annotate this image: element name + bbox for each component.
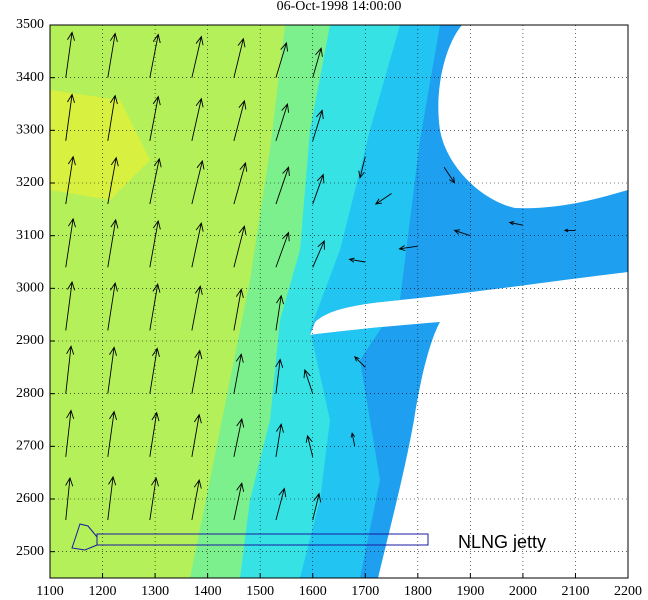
vector — [312, 173, 325, 205]
vector — [191, 285, 203, 331]
vector — [149, 411, 160, 457]
vector — [303, 368, 314, 394]
vector — [508, 221, 523, 226]
y-tick-label: 2900 — [16, 333, 44, 348]
vector — [65, 345, 75, 394]
y-tick-label: 3500 — [16, 17, 44, 32]
vector — [233, 288, 244, 331]
x-tick-label: 1100 — [36, 584, 63, 599]
y-tick-label: 2700 — [16, 439, 44, 454]
vector — [398, 245, 418, 251]
vector — [65, 217, 76, 268]
vector — [65, 31, 75, 78]
x-tick-label: 1200 — [89, 584, 117, 599]
vector — [233, 482, 245, 521]
vector — [233, 417, 245, 457]
vectors — [65, 31, 576, 521]
vector — [563, 228, 576, 233]
vector — [191, 349, 203, 394]
vector — [107, 281, 118, 331]
vector — [65, 476, 74, 521]
vector — [107, 346, 118, 394]
axes-box — [49, 24, 629, 579]
vector — [107, 410, 117, 457]
vector — [233, 225, 247, 268]
vector — [149, 283, 161, 331]
y-tick-label: 3200 — [16, 175, 44, 190]
vector — [312, 492, 322, 521]
chart-title: 06-Oct-1998 14:00:00 — [277, 0, 402, 14]
vector — [275, 487, 287, 521]
vector — [149, 219, 161, 268]
y-tick-label: 2600 — [16, 491, 44, 506]
vector — [65, 280, 76, 331]
vector — [191, 97, 204, 141]
vector — [191, 221, 204, 268]
vector — [275, 41, 289, 78]
vector — [149, 476, 159, 521]
x-tick-label: 2200 — [614, 584, 642, 599]
x-tick-label: 1500 — [246, 584, 274, 599]
vector — [65, 409, 75, 457]
jetty — [71, 523, 429, 551]
field — [50, 25, 628, 578]
y-tick-label: 3100 — [16, 228, 44, 243]
vector — [353, 356, 366, 368]
vector — [149, 347, 160, 394]
x-tick-label: 1700 — [351, 584, 379, 599]
x-tick-label: 1400 — [194, 584, 222, 599]
vector — [233, 99, 247, 141]
vector — [443, 166, 456, 184]
vector — [149, 33, 161, 78]
vector — [149, 95, 161, 141]
vector — [107, 156, 119, 205]
vector — [312, 109, 324, 142]
vector — [107, 475, 117, 521]
vector — [191, 35, 204, 78]
vector — [358, 156, 366, 179]
x-tick-label: 1900 — [456, 584, 484, 599]
vector — [275, 423, 284, 457]
vector — [149, 157, 162, 205]
vector — [275, 358, 284, 394]
field-yellow — [50, 90, 150, 200]
vector — [65, 155, 76, 205]
x-tick-label: 1300 — [141, 584, 169, 599]
vector — [275, 231, 290, 268]
y-tick-label: 3400 — [16, 70, 44, 85]
vector — [233, 161, 248, 205]
vector — [305, 434, 314, 457]
y-tick-label: 3300 — [16, 123, 44, 138]
vector — [65, 93, 75, 141]
vector — [191, 159, 205, 205]
y-tick-label: 2800 — [16, 386, 44, 401]
annotation: NLNG jetty — [458, 532, 546, 552]
x-tick-label: 2100 — [561, 584, 589, 599]
vector — [350, 432, 356, 447]
vector — [312, 239, 325, 268]
vector — [312, 47, 323, 78]
x-tick-label: 2000 — [509, 584, 537, 599]
x-tick-label: 1800 — [404, 584, 432, 599]
vector — [107, 94, 118, 141]
vector — [453, 229, 471, 237]
vector — [233, 353, 244, 394]
x-tick-label: 1600 — [299, 584, 327, 599]
vector — [275, 102, 289, 142]
vector — [107, 32, 118, 78]
vector — [348, 257, 366, 263]
vector — [275, 294, 284, 331]
vector — [275, 166, 290, 205]
y-tick-label: 2500 — [16, 544, 44, 559]
vector — [191, 413, 202, 457]
vector — [233, 37, 246, 78]
vector — [374, 193, 392, 205]
vector — [107, 218, 119, 268]
vector — [191, 478, 202, 521]
y-tick-label: 3000 — [16, 281, 44, 296]
